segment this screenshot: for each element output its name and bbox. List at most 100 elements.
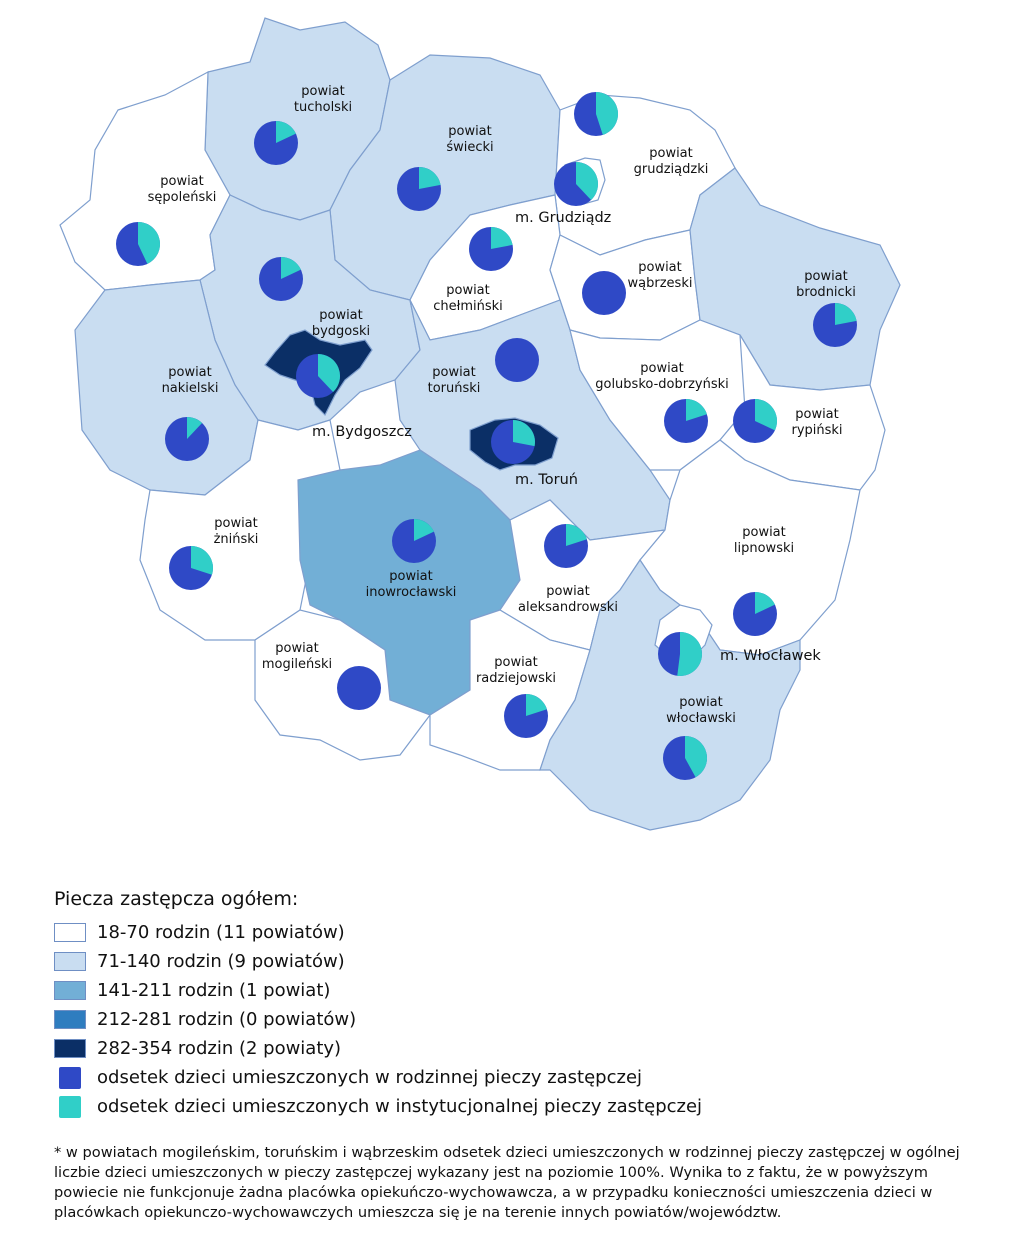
region-label-line: powiat	[168, 365, 212, 380]
city-label-wloclawek: m. Włocławek	[720, 648, 821, 664]
pie-institution-share	[513, 420, 535, 447]
region-label-line: powiat	[742, 525, 786, 540]
legend-item: 212-281 rodzin (0 powiatów)	[54, 1005, 1014, 1034]
pie-grudziadzki	[574, 92, 618, 136]
pie-lipnowski	[733, 592, 777, 636]
pie-institution-share	[276, 121, 296, 143]
city-label-bydgoszcz: m. Bydgoszcz	[312, 424, 412, 440]
legend-swatch	[59, 1095, 81, 1118]
region-label-line: bydgoski	[312, 324, 370, 339]
pie-institution-share	[596, 92, 618, 135]
pie-institution-share	[138, 222, 161, 264]
region-label-wloclawski: powiat włocławski	[666, 695, 736, 726]
legend-items: 18-70 rodzin (11 powiatów) 71-140 rodzin …	[54, 918, 1014, 1121]
region-label-bydgoski: powiat bydgoski	[312, 308, 370, 339]
legend-label: 18-70 rodzin (11 powiatów)	[97, 922, 345, 943]
region-label-rypinski: powiat rypiński	[791, 407, 842, 438]
pie-wabrzeski	[582, 271, 626, 315]
pie-mogilenski	[337, 666, 381, 710]
region-label-line: radziejowski	[476, 671, 556, 686]
region-label-line: powiat	[795, 407, 839, 422]
legend-swatch	[54, 981, 86, 1000]
region-label-line: golubsko-dobrzyński	[595, 377, 729, 392]
region-label-aleksandrowski: powiat aleksandrowski	[518, 584, 618, 615]
region-label-line: sępoleński	[148, 190, 217, 205]
region-label-swiecki: powiat świecki	[446, 124, 493, 155]
region-label-line: powiat	[389, 569, 433, 584]
region-wloclawski	[539, 558, 801, 831]
city-label-torun: m. Toruń	[515, 472, 578, 488]
pie-city-grudziadz	[554, 162, 598, 206]
region-label-brodnicki: powiat brodnicki	[796, 269, 856, 300]
legend-label: 141-211 rodzin (1 powiat)	[97, 980, 331, 1001]
legend-label: 71-140 rodzin (9 powiatów)	[97, 951, 345, 972]
pie-sepolenski	[116, 222, 161, 266]
pie-institution-share	[686, 399, 707, 421]
legend-swatch	[59, 1066, 81, 1089]
pie-city-torun	[491, 420, 535, 464]
pie-institution-share	[281, 257, 301, 279]
pie-institution-share	[755, 398, 777, 431]
pie-institution-share	[187, 417, 203, 439]
region-label-line: powiat	[638, 260, 682, 275]
region-label-grudziadzki: powiat grudziądzki	[634, 146, 709, 177]
legend-item: 282-354 rodzin (2 powiaty)	[54, 1034, 1014, 1063]
region-label-line: powiat	[640, 361, 684, 376]
legend-label: 212-281 rodzin (0 powiatów)	[97, 1009, 357, 1030]
footnote: * w powiatach mogileńskim, toruńskim i w…	[54, 1144, 960, 1221]
legend-item: 141-211 rodzin (1 powiat)	[54, 976, 1014, 1005]
legend-swatch	[54, 1039, 86, 1058]
region-label-line: powiat	[432, 365, 476, 380]
legend-title: Piecza zastępcza ogółem:	[54, 888, 299, 910]
region-label-radziejowski: powiat radziejowski	[476, 655, 556, 686]
region-label-line: powiat	[448, 124, 492, 139]
pie-wloclawski	[663, 736, 707, 780]
region-label-line: brodnicki	[796, 285, 856, 300]
region-label-line: powiat	[804, 269, 848, 284]
region-label-chelminski: powiat chełmiński	[433, 283, 503, 314]
region-label-line: grudziądzki	[634, 162, 709, 177]
pie-nakielski	[165, 417, 209, 461]
pie-institution-share	[566, 524, 587, 546]
pie-family-share	[337, 666, 381, 710]
legend-item: odsetek dzieci umieszczonych w instytucj…	[54, 1092, 1014, 1121]
pie-chelminski	[469, 227, 513, 271]
region-label-line: powiat	[446, 283, 490, 298]
region-label-line: wąbrzeski	[628, 276, 693, 291]
region-label-line: włocławski	[666, 711, 736, 726]
region-label-wabrzeski: powiat wąbrzeski	[628, 260, 693, 291]
pies-layer	[116, 92, 857, 780]
region-label-line: chełmiński	[433, 299, 503, 314]
region-label-line: świecki	[446, 140, 493, 155]
pie-zninski	[169, 546, 214, 590]
pie-institution-share	[491, 227, 513, 249]
region-label-line: powiat	[319, 308, 363, 323]
pie-tucholski	[254, 121, 298, 165]
region-label-golubsko: powiat golubsko-dobrzyński	[595, 361, 729, 392]
map-legend: Piecza zastępcza ogółem: 18-70 rodzin (1…	[54, 888, 1014, 1121]
legend-swatch	[54, 1010, 86, 1029]
region-label-inowroclawski: powiat inowrocławski	[366, 569, 457, 600]
pie-institution-share	[526, 694, 547, 716]
pie-institution-share	[576, 162, 598, 201]
legend-item: 18-70 rodzin (11 powiatów)	[54, 918, 1014, 947]
region-label-line: powiat	[649, 146, 693, 161]
pie-institution-share	[419, 167, 441, 189]
pie-institution-share	[677, 632, 702, 676]
pie-institution-share	[835, 303, 857, 325]
pie-institution-share	[755, 592, 775, 614]
pie-institution-share	[414, 519, 434, 541]
region-label-line: powiat	[494, 655, 538, 670]
region-rypinski	[719, 334, 886, 491]
pie-radziejowski	[504, 694, 548, 738]
region-label-line: tucholski	[294, 100, 352, 115]
city-label-grudziadz: m. Grudziądz	[515, 210, 611, 226]
region-label-zninski: powiat żniński	[214, 516, 259, 547]
region-label-line: toruński	[428, 381, 481, 396]
pie-institution-share	[685, 736, 707, 778]
pie-rypinski	[733, 398, 777, 443]
legend-swatch	[54, 952, 86, 971]
pie-brodnicki	[813, 303, 857, 347]
